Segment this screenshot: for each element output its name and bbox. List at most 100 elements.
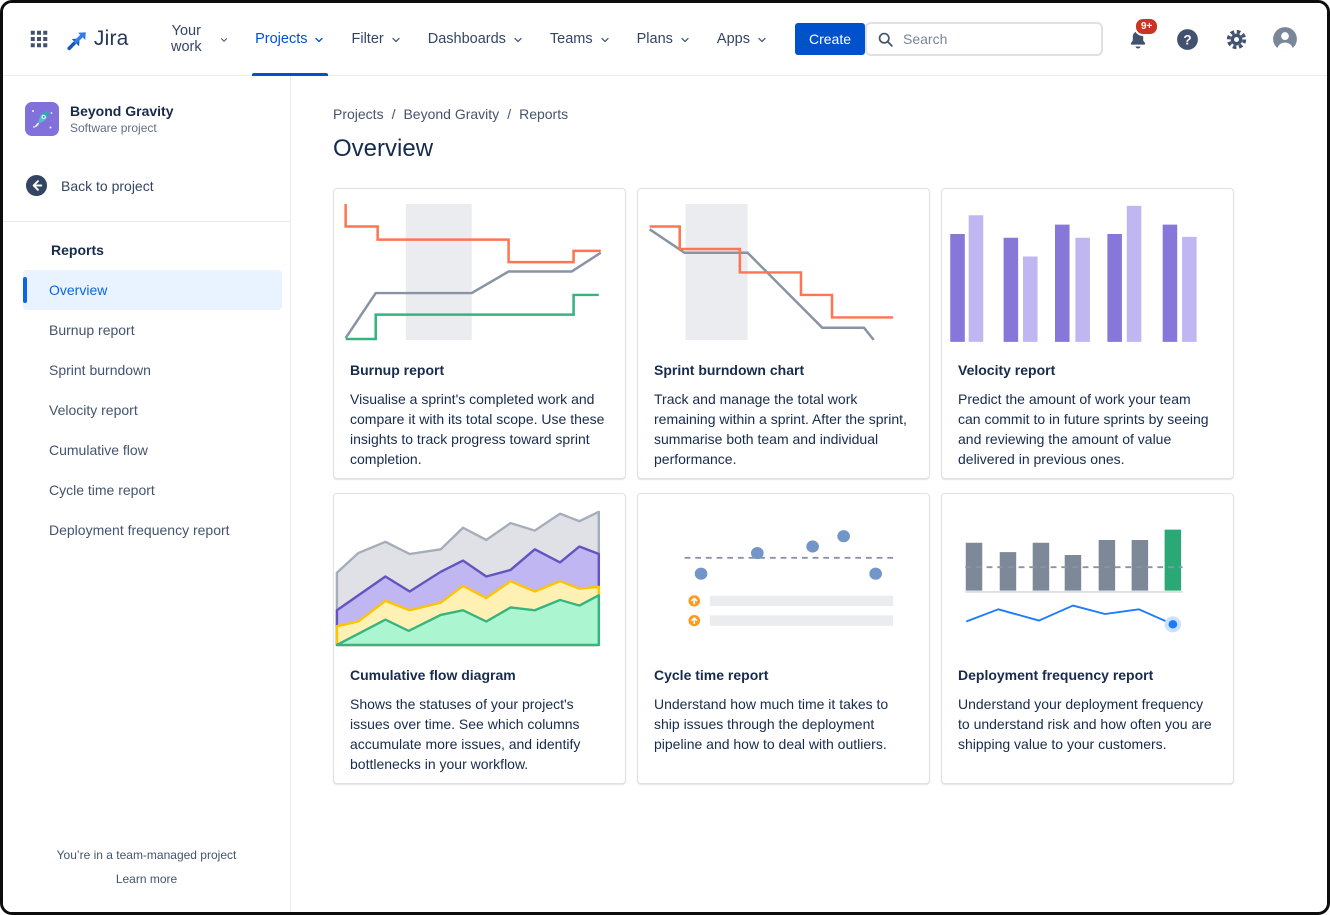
chevron-down-icon bbox=[514, 37, 522, 43]
sidebar-divider bbox=[3, 221, 290, 222]
card-description: Shows the statuses of your project's iss… bbox=[350, 696, 581, 772]
learn-more-link[interactable]: Learn more bbox=[115, 872, 178, 886]
back-to-project-link[interactable]: Back to project bbox=[25, 174, 270, 197]
sidebar-item-cycle-time-report[interactable]: Cycle time report bbox=[23, 470, 282, 510]
navbar-right-cluster: 9+ ? bbox=[865, 17, 1299, 56]
reports-section-title: Reports bbox=[51, 242, 104, 258]
breadcrumb-reports[interactable]: Reports bbox=[519, 106, 569, 122]
sidebar-item-deployment-frequency-report[interactable]: Deployment frequency report bbox=[23, 510, 282, 550]
nav-item-plans[interactable]: Plans bbox=[624, 3, 704, 76]
jira-logo-icon bbox=[67, 31, 86, 50]
project-avatar bbox=[25, 102, 59, 136]
search-input[interactable] bbox=[903, 31, 1091, 47]
burnup-chart-thumbnail bbox=[334, 204, 625, 354]
cfd-done-area bbox=[335, 594, 601, 647]
nav-item-projects[interactable]: Projects bbox=[242, 3, 338, 76]
card-deployment-frequency-report[interactable]: Deployment frequency report Understand y… bbox=[941, 493, 1234, 784]
nav-item-apps[interactable]: Apps bbox=[704, 3, 781, 76]
sidebar-footer: You’re in a team-managed project Learn m… bbox=[3, 848, 290, 886]
cumulative-flow-thumbnail bbox=[334, 509, 625, 659]
cycle-row-bars bbox=[709, 595, 894, 626]
breadcrumb-separator: / bbox=[391, 106, 396, 122]
deployment-bars bbox=[965, 539, 1149, 591]
chevron-down-icon bbox=[315, 37, 324, 43]
card-description: Understand your deployment frequency to … bbox=[958, 696, 1212, 752]
chevron-down-icon bbox=[758, 37, 766, 43]
app-switcher-button[interactable] bbox=[25, 22, 54, 56]
deployment-frequency-thumbnail bbox=[942, 509, 1233, 659]
card-description: Visualise a sprint's completed work and … bbox=[350, 391, 605, 467]
top-navbar: Jira Your work Projects Filter Dashboard… bbox=[3, 3, 1327, 76]
chevron-down-icon bbox=[220, 38, 228, 42]
chevron-down-icon bbox=[600, 37, 609, 43]
card-title: Cycle time report bbox=[654, 667, 769, 683]
burndown-guideline bbox=[648, 228, 875, 341]
page-title: Overview bbox=[333, 135, 434, 162]
nav-item-filter[interactable]: Filter bbox=[338, 3, 414, 76]
search-box[interactable] bbox=[865, 22, 1103, 56]
card-title: Deployment frequency report bbox=[958, 667, 1154, 683]
jira-logo[interactable]: Jira bbox=[64, 26, 129, 53]
nav-item-dashboards[interactable]: Dashboards bbox=[415, 3, 537, 76]
velocity-committed-bars bbox=[950, 224, 1178, 342]
svg-text:?: ? bbox=[1183, 32, 1191, 47]
burnup-work-line bbox=[344, 251, 602, 339]
velocity-completed-bars bbox=[968, 205, 1197, 342]
burnup-scope-line bbox=[344, 204, 601, 264]
report-cards-grid: Burnup report Visualise a sprint's compl… bbox=[333, 188, 1327, 784]
card-description: Track and manage the total work remainin… bbox=[654, 391, 907, 467]
notifications-button[interactable]: 9+ bbox=[1124, 17, 1160, 53]
sidebar-item-velocity-report[interactable]: Velocity report bbox=[23, 390, 282, 430]
nav-item-teams[interactable]: Teams bbox=[537, 3, 624, 76]
search-icon bbox=[878, 32, 893, 47]
cycle-outlier-arrows bbox=[691, 597, 698, 625]
card-title: Cumulative flow diagram bbox=[350, 667, 516, 683]
sidebar: Beyond Gravity Software project Back to … bbox=[3, 76, 291, 912]
burndown-remaining-line bbox=[649, 225, 894, 319]
card-title: Sprint burndown chart bbox=[654, 362, 805, 378]
velocity-chart-thumbnail bbox=[942, 204, 1233, 354]
breadcrumb-projects[interactable]: Projects bbox=[333, 106, 384, 122]
sidebar-item-cumulative-flow[interactable]: Cumulative flow bbox=[23, 430, 282, 470]
project-header[interactable]: Beyond Gravity Software project bbox=[25, 102, 270, 136]
card-title: Burnup report bbox=[350, 362, 445, 378]
sidebar-item-sprint-burndown[interactable]: Sprint burndown bbox=[23, 350, 282, 390]
card-sprint-burndown-chart[interactable]: Sprint burndown chart Track and manage t… bbox=[637, 188, 930, 479]
card-cumulative-flow-diagram[interactable]: Cumulative flow diagram Shows the status… bbox=[333, 493, 626, 784]
project-name: Beyond Gravity bbox=[70, 103, 174, 119]
notification-badge: 9+ bbox=[1134, 17, 1160, 36]
card-description: Predict the amount of work your team can… bbox=[958, 391, 1209, 467]
cycle-time-thumbnail bbox=[638, 509, 929, 659]
help-button[interactable]: ? bbox=[1173, 25, 1201, 53]
settings-button[interactable] bbox=[1222, 25, 1250, 53]
chevron-down-icon bbox=[681, 37, 689, 43]
sidebar-item-overview[interactable]: Overview bbox=[23, 270, 282, 310]
back-arrow-icon bbox=[25, 174, 48, 197]
breadcrumb-project-name[interactable]: Beyond Gravity bbox=[403, 106, 500, 122]
nav-item-your-work[interactable]: Your work bbox=[147, 3, 243, 76]
app-switcher-grid-icon bbox=[31, 30, 48, 48]
avatar-icon bbox=[1273, 27, 1297, 52]
burnup-done-line bbox=[345, 293, 599, 341]
card-cycle-time-report[interactable]: Cycle time report Understand how much ti… bbox=[637, 493, 930, 784]
breadcrumb-separator: / bbox=[507, 106, 512, 122]
card-title: Velocity report bbox=[958, 362, 1056, 378]
team-managed-note: You’re in a team-managed project bbox=[56, 848, 237, 862]
card-velocity-report[interactable]: Velocity report Predict the amount of wo… bbox=[941, 188, 1234, 479]
card-description: Understand how much time it takes to shi… bbox=[654, 696, 889, 752]
profile-button[interactable] bbox=[1271, 25, 1299, 53]
sidebar-item-burnup-report[interactable]: Burnup report bbox=[23, 310, 282, 350]
cycle-issue-dots bbox=[694, 530, 882, 580]
help-icon: ? bbox=[1176, 28, 1198, 50]
deployment-trend-line bbox=[965, 604, 1174, 626]
gear-icon bbox=[1226, 29, 1246, 49]
card-burnup-report[interactable]: Burnup report Visualise a sprint's compl… bbox=[333, 188, 626, 479]
main-content: Projects / Beyond Gravity / Reports Over… bbox=[291, 76, 1327, 912]
chevron-down-icon bbox=[392, 37, 400, 43]
breadcrumb: Projects / Beyond Gravity / Reports bbox=[333, 106, 1327, 122]
jira-logo-text: Jira bbox=[93, 27, 129, 50]
create-button[interactable]: Create bbox=[794, 23, 865, 55]
reports-menu: Overview Burnup report Sprint burndown V… bbox=[3, 270, 290, 550]
burndown-chart-thumbnail bbox=[638, 204, 929, 354]
